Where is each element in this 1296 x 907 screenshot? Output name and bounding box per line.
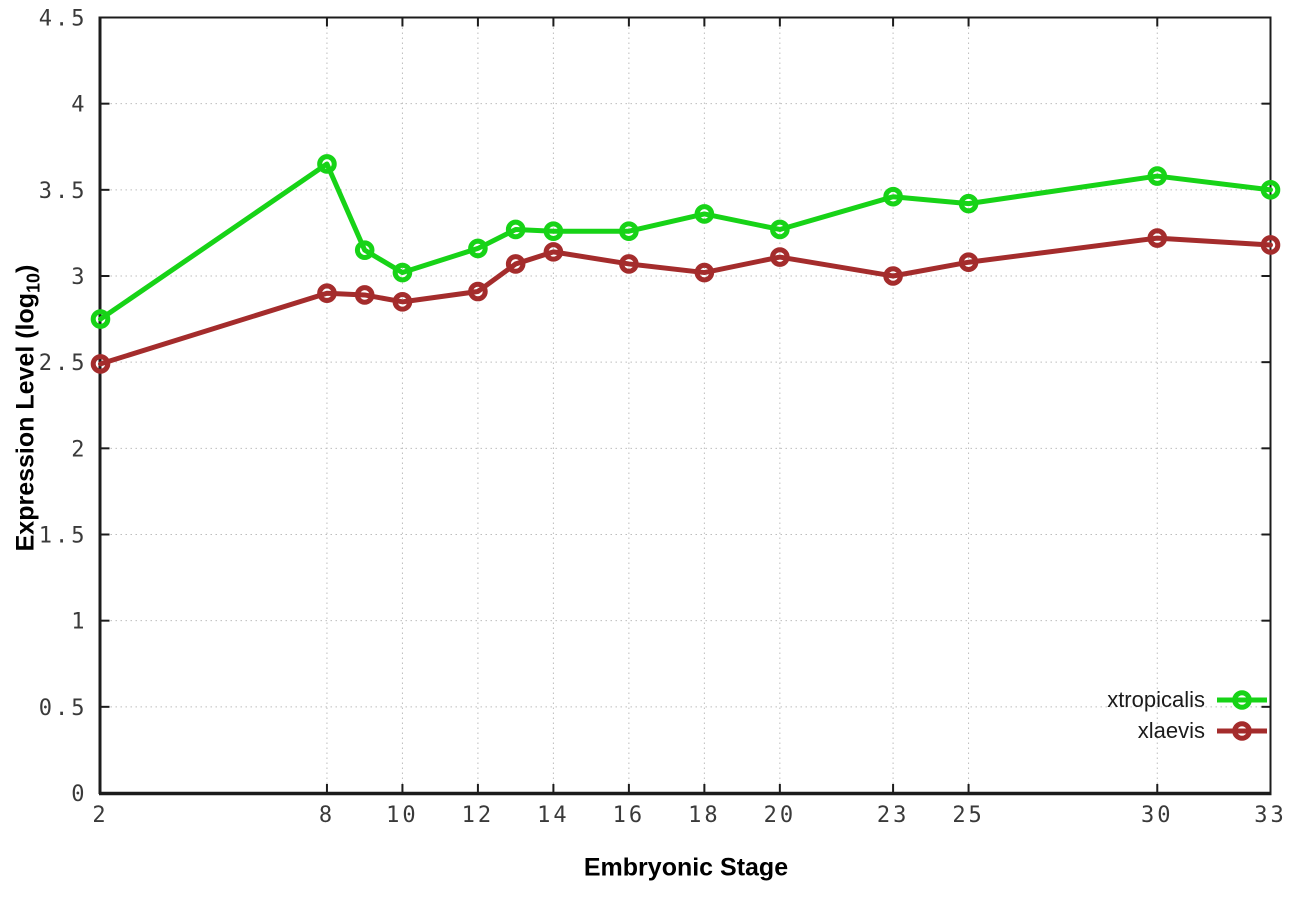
y-tick-label: 3: [71, 265, 87, 290]
y-tick-label: 0: [71, 782, 87, 807]
x-tick-label: 8: [319, 803, 335, 828]
x-tick-label: 12: [462, 803, 495, 828]
data-point-xtropicalis: [958, 193, 979, 214]
data-point-xlaevis: [958, 252, 979, 273]
data-point-xlaevis: [1147, 228, 1168, 248]
y-axis-label-subscript: 10: [23, 272, 44, 293]
data-point-xlaevis: [505, 254, 526, 274]
y-tick-label: 2.5: [39, 351, 88, 376]
x-axis-label: Embryonic Stage: [583, 853, 789, 882]
data-point-xtropicalis: [883, 186, 903, 207]
plot-border: [99, 16, 1272, 794]
legend-label-xlaevis: xlaevis: [1137, 717, 1205, 743]
data-point-xlaevis: [883, 266, 903, 286]
series-line-xtropicalis: [98, 161, 1273, 322]
x-tick-label: 16: [613, 803, 646, 828]
data-point-xtropicalis: [392, 262, 413, 283]
y-tick-label: 0.5: [39, 696, 88, 721]
data-point-xlaevis: [317, 283, 337, 304]
x-tick-label: 14: [537, 803, 570, 828]
y-tick-label: 2: [71, 437, 87, 462]
y-tick-label: 1.5: [39, 524, 88, 549]
x-tick-label: 23: [877, 803, 910, 828]
y-tick-label: 4: [71, 93, 87, 118]
x-tick-label: 18: [688, 803, 721, 828]
data-point-xlaevis: [770, 247, 790, 267]
data-point-xtropicalis: [505, 219, 526, 240]
legend: xtropicalis xlaevis: [1107, 684, 1270, 746]
data-point-xtropicalis: [354, 240, 375, 260]
y-tick-label: 4.5: [39, 7, 88, 32]
data-point-xtropicalis: [619, 221, 639, 241]
y-axis-label-suffix: ): [11, 264, 40, 273]
x-tick-label: 30: [1141, 803, 1174, 828]
y-tick-label: 3.5: [39, 179, 88, 204]
x-tick-label: 33: [1254, 803, 1287, 828]
legend-item-xlaevis: xlaevis: [1107, 715, 1270, 746]
data-point-xtropicalis: [1147, 166, 1168, 186]
legend-sample-line-xtropicalis: [1217, 689, 1267, 710]
data-point-xlaevis: [619, 254, 639, 274]
data-point-xtropicalis: [770, 219, 790, 240]
data-point-xlaevis: [1260, 235, 1281, 255]
x-tick-label: 2: [92, 803, 108, 828]
data-point-xlaevis: [468, 281, 488, 302]
data-point-xlaevis: [90, 354, 111, 374]
x-tick-label: 20: [764, 803, 797, 828]
data-point-xtropicalis: [90, 309, 111, 329]
y-axis-label: Expression Level (log10): [12, 265, 45, 552]
data-point-xtropicalis: [694, 204, 715, 224]
y-tick-label: 1: [71, 610, 87, 635]
legend-sample-line-xlaevis: [1217, 720, 1267, 741]
legend-item-xtropicalis: xtropicalis: [1107, 684, 1270, 715]
data-point-xtropicalis: [317, 154, 337, 174]
legend-label-xtropicalis: xtropicalis: [1107, 686, 1205, 712]
data-point-xtropicalis: [1260, 180, 1281, 200]
data-point-xlaevis: [392, 292, 413, 312]
data-point-xlaevis: [694, 262, 715, 283]
data-point-xlaevis: [543, 242, 564, 262]
data-point-xlaevis: [354, 285, 375, 305]
series-line-xlaevis: [98, 235, 1273, 367]
x-tick-label: 10: [386, 803, 419, 828]
y-axis-label-text: Expression Level (log: [11, 292, 40, 552]
x-tick-label: 25: [952, 803, 985, 828]
data-point-xtropicalis: [543, 221, 564, 241]
data-point-xtropicalis: [468, 238, 488, 259]
